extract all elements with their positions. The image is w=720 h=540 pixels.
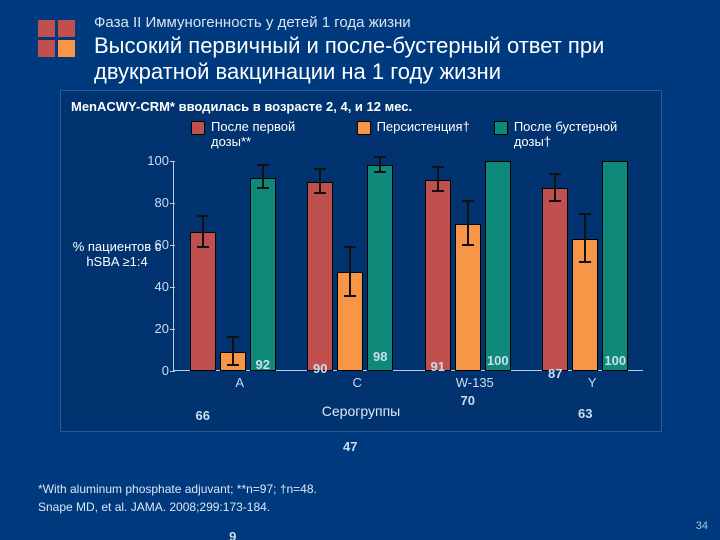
category-label: Y (542, 375, 642, 390)
legend-swatch (357, 121, 371, 135)
bar (190, 232, 216, 371)
y-tick: 80 (129, 195, 169, 210)
bar-value: 91 (423, 359, 453, 374)
error-bar (319, 168, 321, 193)
y-tick: 40 (129, 279, 169, 294)
bar (542, 188, 568, 371)
y-axis (173, 161, 174, 371)
slide: Фаза II Иммуногенность у детей 1 года жи… (0, 0, 720, 540)
bar (485, 161, 511, 371)
logo-square (38, 40, 55, 57)
bar (572, 239, 598, 371)
chart-legend: После первой дозы** Персистенция† После бу… (191, 119, 651, 149)
bar-value: 100 (483, 353, 513, 368)
chart-box-title: MenACWY-CRM* вводилась в возрасте 2, 4, … (71, 99, 412, 114)
logo-square (38, 20, 55, 37)
page-number: 34 (696, 520, 708, 532)
bar-value: 47 (335, 439, 365, 454)
legend-swatch (494, 121, 508, 135)
y-tick: 60 (129, 237, 169, 252)
y-tick: 0 (129, 363, 169, 378)
error-bar (467, 200, 469, 246)
chart-box: MenACWY-CRM* вводилась в возрасте 2, 4, … (60, 90, 662, 432)
bar (455, 224, 481, 371)
error-bar (262, 164, 264, 189)
legend-label: Персистенция† (377, 119, 470, 134)
error-bar (202, 215, 204, 249)
logo-square (58, 40, 75, 57)
category-label: W-135 (425, 375, 525, 390)
footnote-2: Snape MD, et al. JAMA. 2008;299:173-184. (38, 500, 270, 514)
bar (250, 178, 276, 371)
legend-label: После бустерной дозы† (514, 119, 651, 149)
error-bar (554, 173, 556, 202)
bar (307, 182, 333, 371)
error-bar (232, 336, 234, 365)
legend-item: Персистенция† (357, 119, 470, 149)
legend-item: После первой дозы** (191, 119, 333, 149)
error-bar (349, 246, 351, 296)
bar-value: 100 (600, 353, 630, 368)
bar (602, 161, 628, 371)
bar (425, 180, 451, 371)
bar (337, 272, 363, 371)
plot-area: 02040608010066992A904798C9170100W-135876… (173, 161, 643, 371)
category-label: C (307, 375, 407, 390)
y-tick: 100 (129, 153, 169, 168)
x-axis-label: Серогруппы (61, 403, 661, 419)
slide-title: Высокий первичный и после-бустерный отве… (94, 33, 690, 85)
header-block: Фаза II Иммуногенность у детей 1 года жи… (94, 14, 690, 85)
legend-item: После бустерной дозы† (494, 119, 651, 149)
category-label: A (190, 375, 290, 390)
bar-value: 98 (365, 349, 395, 364)
bar (220, 352, 246, 371)
error-bar (584, 213, 586, 263)
error-bar (379, 156, 381, 173)
legend-swatch (191, 121, 205, 135)
bar-value: 9 (218, 529, 248, 540)
logo (38, 20, 76, 58)
bar-value: 92 (248, 357, 278, 372)
slide-subtitle: Фаза II Иммуногенность у детей 1 года жи… (94, 14, 690, 31)
legend-label: После первой дозы** (211, 119, 333, 149)
bar (367, 165, 393, 371)
footnote-1: *With aluminum phosphate adjuvant; **n=9… (38, 482, 317, 496)
error-bar (437, 166, 439, 191)
y-tick: 20 (129, 321, 169, 336)
logo-square (58, 20, 75, 37)
